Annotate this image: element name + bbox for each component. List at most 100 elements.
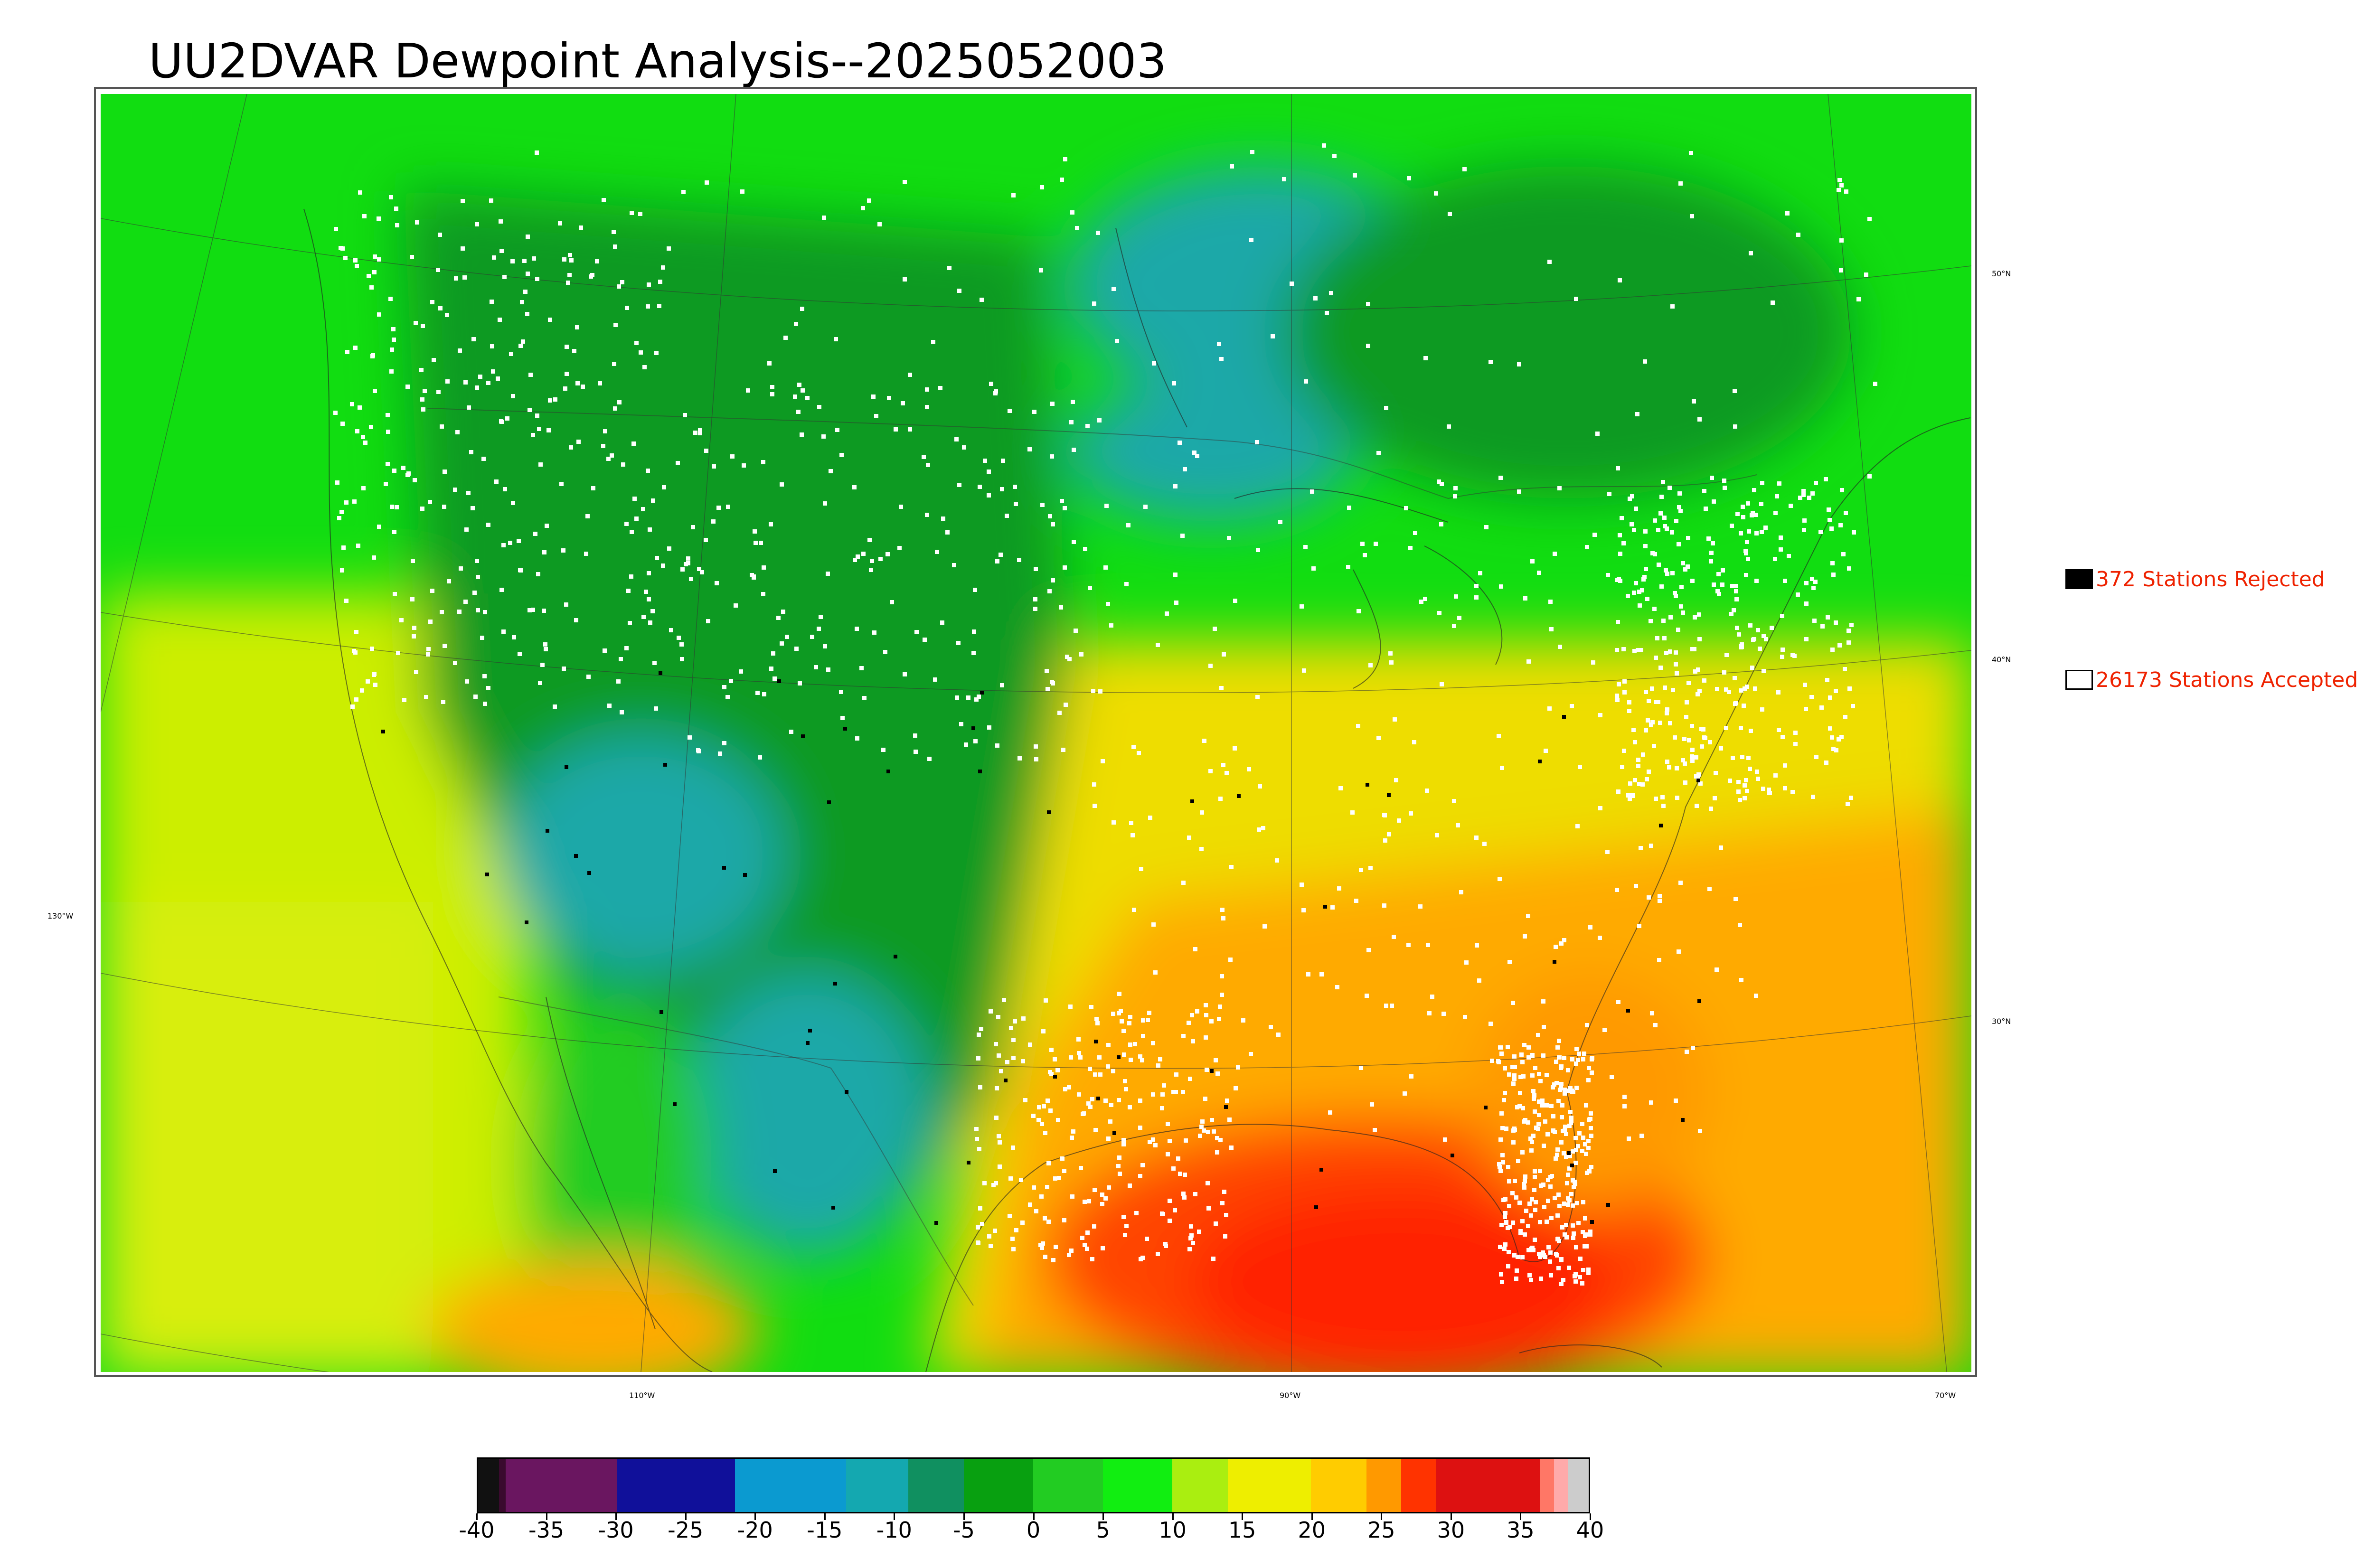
station-accepted: [840, 716, 845, 720]
station-accepted: [1053, 1176, 1057, 1181]
station-accepted: [1523, 596, 1527, 601]
station-accepted: [976, 1241, 980, 1245]
station-accepted: [1731, 756, 1735, 760]
station-accepted: [1300, 604, 1304, 609]
colorbar-segment: [1568, 1459, 1589, 1512]
station-accepted: [959, 722, 963, 726]
station-accepted: [1840, 488, 1844, 492]
station-accepted: [1365, 994, 1369, 998]
station-accepted: [925, 513, 929, 517]
station-accepted: [999, 553, 1003, 557]
station-accepted: [1588, 1232, 1592, 1237]
colorbar-segment: [1554, 1459, 1568, 1512]
station-accepted: [1219, 357, 1224, 361]
station-accepted: [1683, 780, 1687, 785]
station-accepted: [1748, 767, 1752, 771]
station-accepted: [526, 272, 530, 276]
station-accepted: [1626, 594, 1630, 598]
station-accepted: [1566, 1202, 1570, 1207]
station-accepted: [553, 397, 557, 402]
station-accepted: [625, 306, 629, 310]
station-accepted: [1184, 1138, 1188, 1143]
station-accepted: [1770, 626, 1774, 630]
station-accepted: [1783, 763, 1787, 768]
station-accepted: [1580, 1149, 1584, 1153]
station-accepted: [1675, 766, 1679, 770]
station-accepted: [1581, 1136, 1585, 1140]
station-accepted: [1160, 1106, 1164, 1110]
station-accepted: [1236, 1065, 1240, 1070]
station-accepted: [463, 600, 468, 604]
station-accepted: [1088, 586, 1092, 590]
station-accepted: [1117, 1155, 1121, 1160]
station-accepted: [626, 589, 631, 593]
station-accepted: [1826, 615, 1830, 620]
station-accepted: [1523, 1232, 1527, 1237]
station-accepted: [1736, 789, 1741, 794]
station-accepted: [1302, 668, 1306, 673]
station-accepted: [978, 485, 982, 489]
station-accepted: [1512, 1073, 1517, 1078]
station-accepted: [1389, 660, 1394, 665]
station-accepted: [1753, 686, 1757, 691]
station-accepted: [498, 318, 502, 322]
station-accepted: [1014, 502, 1018, 506]
station-accepted: [1618, 552, 1622, 556]
station-accepted: [1702, 735, 1706, 740]
station-accepted: [1077, 1051, 1081, 1055]
station-accepted: [1046, 1161, 1051, 1165]
station-accepted: [1178, 441, 1182, 445]
station-accepted: [1091, 689, 1095, 693]
station-accepted: [1513, 1065, 1517, 1069]
station-accepted: [421, 407, 425, 412]
station-accepted: [691, 525, 695, 529]
station-accepted: [957, 289, 961, 293]
station-accepted: [544, 647, 548, 651]
station-accepted: [1616, 620, 1620, 624]
station-accepted: [1548, 1184, 1553, 1189]
station-accepted: [1586, 1271, 1591, 1275]
station-accepted: [1646, 718, 1650, 723]
station-accepted: [1567, 1166, 1572, 1171]
station-accepted: [572, 349, 576, 353]
station-accepted: [697, 749, 701, 753]
station-accepted: [1730, 524, 1734, 528]
station-accepted: [1768, 791, 1772, 795]
station-accepted: [1498, 877, 1502, 881]
station-accepted: [1218, 797, 1223, 801]
station-accepted: [796, 410, 801, 414]
station-accepted: [753, 529, 757, 534]
station-accepted: [1545, 1220, 1549, 1224]
station-accepted: [1057, 711, 1062, 715]
station-rejected: [1626, 1009, 1630, 1013]
station-accepted: [1667, 486, 1672, 490]
station-accepted: [725, 695, 730, 699]
station-accepted: [1517, 1201, 1522, 1205]
station-accepted: [1706, 536, 1711, 541]
station-accepted: [1743, 783, 1747, 788]
station-accepted: [1527, 1273, 1532, 1277]
station-accepted: [899, 505, 903, 509]
station-accepted: [1383, 838, 1387, 843]
station-rejected: [1659, 824, 1663, 827]
station-accepted: [1457, 616, 1461, 620]
station-accepted: [1556, 1266, 1561, 1270]
station-accepted: [1000, 683, 1004, 687]
station-accepted: [1730, 584, 1734, 588]
station-accepted: [1394, 778, 1398, 782]
station-accepted: [548, 318, 552, 322]
station-accepted: [1088, 1105, 1093, 1109]
station-accepted: [1039, 268, 1043, 272]
station-accepted: [1276, 1033, 1281, 1037]
station-accepted: [1512, 1253, 1517, 1258]
station-accepted: [1630, 494, 1634, 498]
station-accepted: [1028, 1042, 1032, 1047]
station-accepted: [537, 427, 541, 431]
station-accepted: [1304, 379, 1308, 384]
station-accepted: [1720, 582, 1724, 587]
station-accepted: [1538, 1220, 1542, 1224]
station-accepted: [1644, 728, 1648, 732]
station-accepted: [1227, 1117, 1232, 1122]
station-accepted: [1839, 268, 1843, 272]
station-accepted: [1689, 151, 1693, 155]
